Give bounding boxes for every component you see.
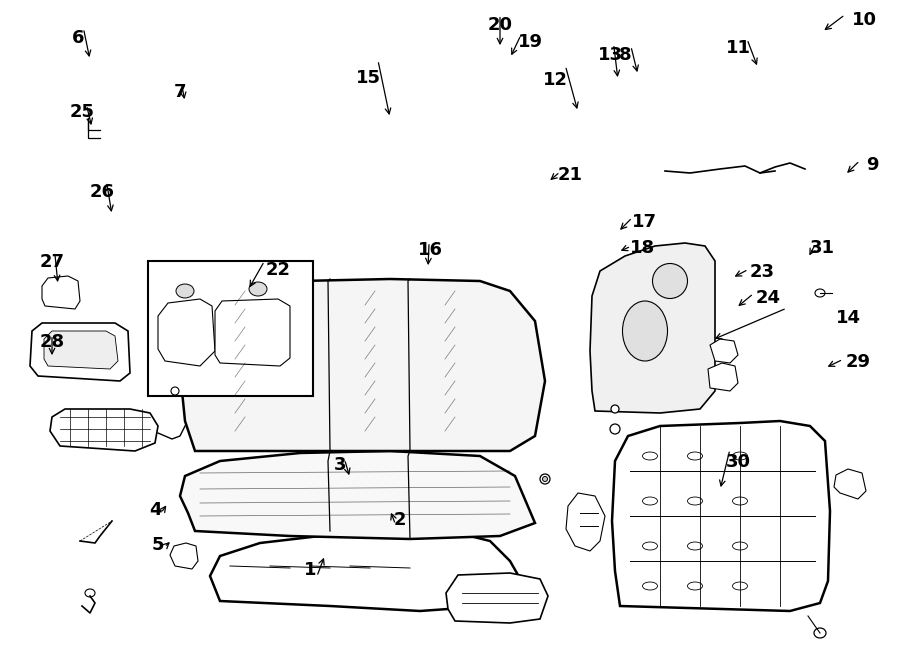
Text: 7: 7 [174, 83, 186, 101]
Text: 1: 1 [304, 561, 316, 579]
Ellipse shape [688, 452, 703, 460]
Text: 16: 16 [418, 241, 443, 259]
Polygon shape [446, 573, 548, 623]
Text: 12: 12 [543, 71, 568, 89]
Ellipse shape [733, 542, 748, 550]
Polygon shape [170, 543, 198, 569]
Ellipse shape [171, 387, 179, 395]
Text: 6: 6 [72, 29, 85, 47]
Ellipse shape [543, 477, 547, 481]
Text: 11: 11 [725, 39, 751, 57]
Text: 27: 27 [40, 253, 65, 271]
Text: 21: 21 [557, 166, 582, 184]
Ellipse shape [814, 628, 826, 638]
Text: 28: 28 [40, 333, 65, 351]
Polygon shape [180, 279, 545, 451]
Polygon shape [30, 323, 130, 381]
Ellipse shape [611, 405, 619, 413]
Text: 10: 10 [851, 11, 877, 29]
Text: 15: 15 [356, 69, 381, 87]
Bar [148, 261, 313, 396]
Text: 19: 19 [518, 33, 543, 51]
Text: 30: 30 [725, 453, 751, 471]
Polygon shape [708, 363, 738, 391]
Polygon shape [612, 421, 830, 611]
Text: 3: 3 [334, 456, 346, 474]
Text: 8: 8 [618, 46, 631, 64]
Text: 2: 2 [394, 511, 406, 529]
Text: 26: 26 [89, 183, 114, 201]
Text: 24: 24 [755, 289, 780, 307]
Text: 14: 14 [835, 309, 860, 327]
Polygon shape [44, 331, 118, 369]
Ellipse shape [176, 284, 194, 298]
Ellipse shape [643, 452, 658, 460]
Text: 25: 25 [69, 103, 94, 121]
Ellipse shape [733, 497, 748, 505]
Text: 23: 23 [750, 263, 775, 281]
Text: 5: 5 [152, 536, 164, 554]
Ellipse shape [85, 589, 95, 597]
Text: 20: 20 [488, 16, 512, 34]
Ellipse shape [643, 542, 658, 550]
Polygon shape [710, 339, 738, 363]
Ellipse shape [688, 582, 703, 590]
Ellipse shape [815, 289, 825, 297]
Polygon shape [158, 299, 215, 366]
Text: 18: 18 [629, 239, 654, 257]
Polygon shape [210, 531, 530, 611]
Polygon shape [215, 299, 290, 366]
Ellipse shape [610, 424, 620, 434]
Polygon shape [50, 409, 158, 451]
Text: 9: 9 [866, 156, 878, 174]
Text: 13: 13 [598, 46, 623, 64]
Ellipse shape [540, 474, 550, 484]
Ellipse shape [249, 282, 267, 296]
Ellipse shape [688, 497, 703, 505]
Polygon shape [834, 469, 866, 499]
Ellipse shape [688, 542, 703, 550]
Ellipse shape [733, 452, 748, 460]
Text: 17: 17 [632, 213, 656, 231]
Text: 31: 31 [809, 239, 834, 257]
Ellipse shape [643, 497, 658, 505]
Text: 22: 22 [266, 261, 291, 279]
Polygon shape [566, 493, 605, 551]
Ellipse shape [733, 582, 748, 590]
Polygon shape [42, 276, 80, 309]
Text: 29: 29 [845, 353, 870, 371]
Ellipse shape [643, 582, 658, 590]
Polygon shape [180, 451, 535, 539]
Ellipse shape [623, 301, 668, 361]
Polygon shape [590, 243, 715, 413]
Ellipse shape [652, 264, 688, 299]
Text: 4: 4 [148, 501, 161, 519]
